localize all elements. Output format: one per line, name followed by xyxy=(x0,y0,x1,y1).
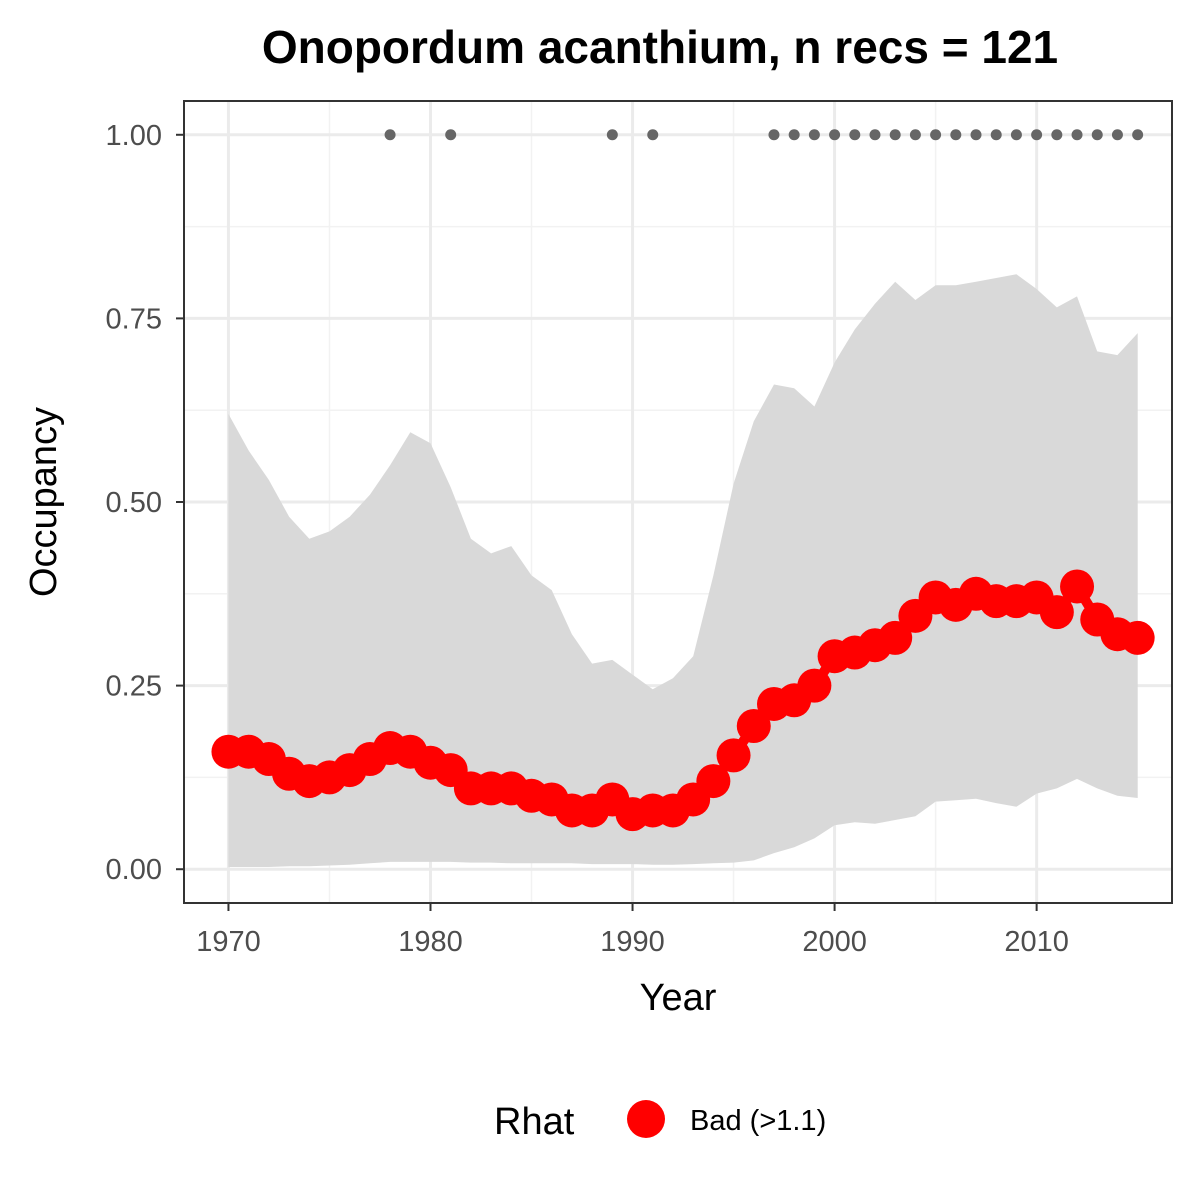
legend-label-bad-rhat: Bad (>1.1) xyxy=(690,1105,826,1137)
occupancy-mean-point xyxy=(736,709,771,744)
y-axis-title: Occupancy xyxy=(23,407,65,597)
legend-key-bad-rhat xyxy=(627,1100,665,1138)
credible-interval-ribbon xyxy=(228,274,1138,867)
record-year-point xyxy=(788,129,800,141)
y-tick-label: 0.00 xyxy=(106,854,162,886)
record-year-point xyxy=(829,129,841,141)
y-tick-label: 0.75 xyxy=(106,303,162,335)
record-year-point xyxy=(930,129,942,141)
record-year-point xyxy=(808,129,820,141)
x-tick-label: 1980 xyxy=(398,926,463,958)
occupancy-mean-series xyxy=(211,569,1155,832)
record-year-point xyxy=(950,129,962,141)
occupancy-mean-point xyxy=(716,738,751,773)
y-tick-label: 0.50 xyxy=(106,487,162,519)
chart-title: Onopordum acanthium, n recs = 121 xyxy=(262,21,1058,73)
record-year-point xyxy=(1071,129,1083,141)
record-year-point xyxy=(1051,129,1063,141)
record-year-point xyxy=(384,129,396,141)
x-axis-title: Year xyxy=(640,977,717,1019)
x-axis-ticks: 1970 1980 1990 2000 2010 xyxy=(196,903,1069,958)
x-tick-label: 2000 xyxy=(802,926,867,958)
occupancy-mean-point xyxy=(696,764,731,799)
record-year-point xyxy=(849,129,861,141)
x-tick-label: 1970 xyxy=(196,926,261,958)
legend: Rhat Bad (>1.1) xyxy=(494,1100,826,1143)
record-year-point xyxy=(1111,129,1123,141)
record-year-point xyxy=(1091,129,1103,141)
occupancy-mean-point xyxy=(1120,620,1155,655)
record-year-point xyxy=(970,129,982,141)
record-year-point xyxy=(990,129,1002,141)
y-tick-label: 1.00 xyxy=(106,120,162,152)
occupancy-mean-point xyxy=(1039,595,1074,630)
occupancy-mean-point xyxy=(878,620,913,655)
record-year-point xyxy=(1031,129,1043,141)
record-year-point xyxy=(606,129,618,141)
record-year-point xyxy=(1010,129,1022,141)
record-year-point xyxy=(889,129,901,141)
y-axis-ticks: 0.00 0.25 0.50 0.75 1.00 xyxy=(106,120,184,886)
legend-title: Rhat xyxy=(494,1101,575,1143)
record-year-point xyxy=(647,129,659,141)
record-year-point xyxy=(768,129,780,141)
record-year-markers xyxy=(384,129,1144,141)
x-tick-label: 1990 xyxy=(600,926,665,958)
x-tick-label: 2010 xyxy=(1004,926,1069,958)
occupancy-mean-point xyxy=(797,668,832,703)
occupancy-mean-point xyxy=(1060,569,1095,604)
credible-interval-area xyxy=(228,274,1138,867)
record-year-point xyxy=(1132,129,1144,141)
record-year-point xyxy=(445,129,457,141)
y-tick-label: 0.25 xyxy=(106,671,162,703)
record-year-point xyxy=(909,129,921,141)
record-year-point xyxy=(869,129,881,141)
